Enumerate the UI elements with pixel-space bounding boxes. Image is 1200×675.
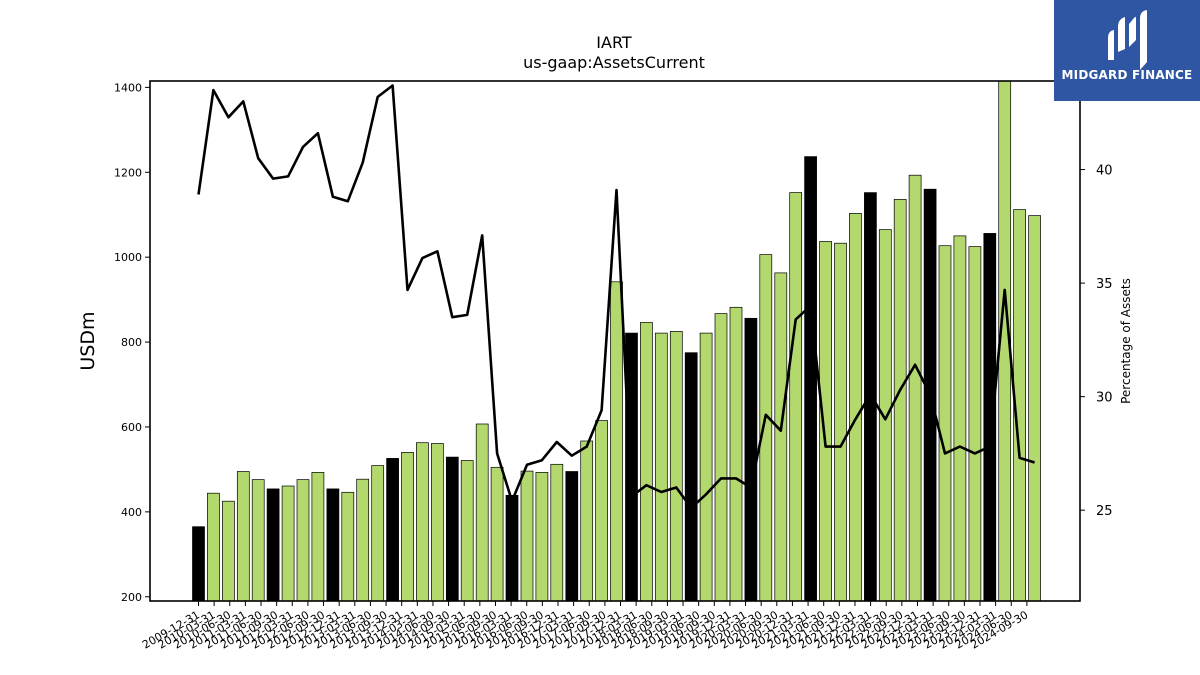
bar (222, 500, 235, 602)
bar (207, 492, 220, 602)
bar (819, 241, 832, 602)
line-series (197, 84, 1035, 510)
bar (251, 479, 265, 602)
y-tick-label: 200 (121, 591, 142, 604)
bar (684, 352, 698, 602)
bar-series (192, 80, 1041, 602)
bar (490, 466, 504, 602)
bar (789, 192, 803, 602)
bar (326, 488, 340, 602)
chart-subtitle: us-gaap:AssetsCurrent (523, 53, 705, 72)
bar (535, 472, 549, 602)
bar (908, 174, 922, 602)
bar (416, 442, 429, 602)
bar (953, 235, 967, 602)
bar (968, 246, 982, 602)
bar (804, 156, 817, 602)
plot-frame (149, 80, 1081, 602)
bar (505, 494, 519, 602)
logo-mark-icon (1108, 10, 1147, 70)
y-axis-label: USDm (77, 311, 99, 370)
bar (744, 317, 758, 602)
bar (296, 479, 310, 602)
y2-tick-label: 30 (1096, 391, 1113, 406)
y-tick-label: 600 (121, 421, 142, 434)
bar (729, 306, 743, 602)
bar (640, 322, 653, 602)
y2-tick-label: 40 (1096, 164, 1113, 179)
bar (595, 420, 608, 602)
bar (281, 485, 295, 602)
bar (356, 478, 370, 602)
y-tick-label: 1000 (114, 251, 142, 264)
bar (401, 452, 414, 602)
chart-title: IART (596, 33, 632, 52)
bar (849, 213, 862, 602)
y-tick-label: 400 (121, 506, 142, 519)
bar (938, 245, 952, 602)
bar (610, 281, 623, 602)
y2-axis-label: Percentage of Assets (1119, 278, 1133, 404)
y-tick-label: 1400 (114, 81, 142, 94)
logo-text: MIDGARD FINANCE (1061, 68, 1193, 82)
bar (774, 272, 788, 602)
bar (475, 423, 489, 602)
bar (699, 332, 713, 602)
bar (311, 472, 325, 602)
bar (550, 463, 564, 602)
bar (654, 332, 668, 602)
bar (266, 488, 280, 602)
bar (565, 471, 579, 602)
bar (520, 470, 534, 602)
y2-tick-label: 35 (1096, 277, 1113, 292)
bar (714, 313, 728, 602)
bar (983, 233, 997, 602)
bar (431, 443, 444, 602)
bar (625, 332, 638, 602)
bar (192, 526, 205, 602)
midgard-finance-logo: MIDGARD FINANCE (1054, 0, 1200, 101)
line-path (197, 84, 1035, 510)
y-tick-label: 800 (121, 336, 142, 349)
bar (878, 229, 892, 602)
axes: 200400600800100012001400253035402009-12-… (114, 80, 1113, 652)
bar (460, 460, 474, 602)
bar (1028, 215, 1041, 602)
bar (580, 440, 594, 602)
bar (669, 331, 683, 602)
bar (341, 491, 355, 602)
bar (445, 456, 459, 602)
bar (759, 254, 773, 602)
bar (371, 465, 385, 602)
bar (236, 471, 250, 602)
bar (834, 242, 847, 602)
y-tick-label: 1200 (114, 166, 142, 179)
y2-tick-label: 25 (1096, 504, 1113, 519)
bar (386, 458, 399, 602)
